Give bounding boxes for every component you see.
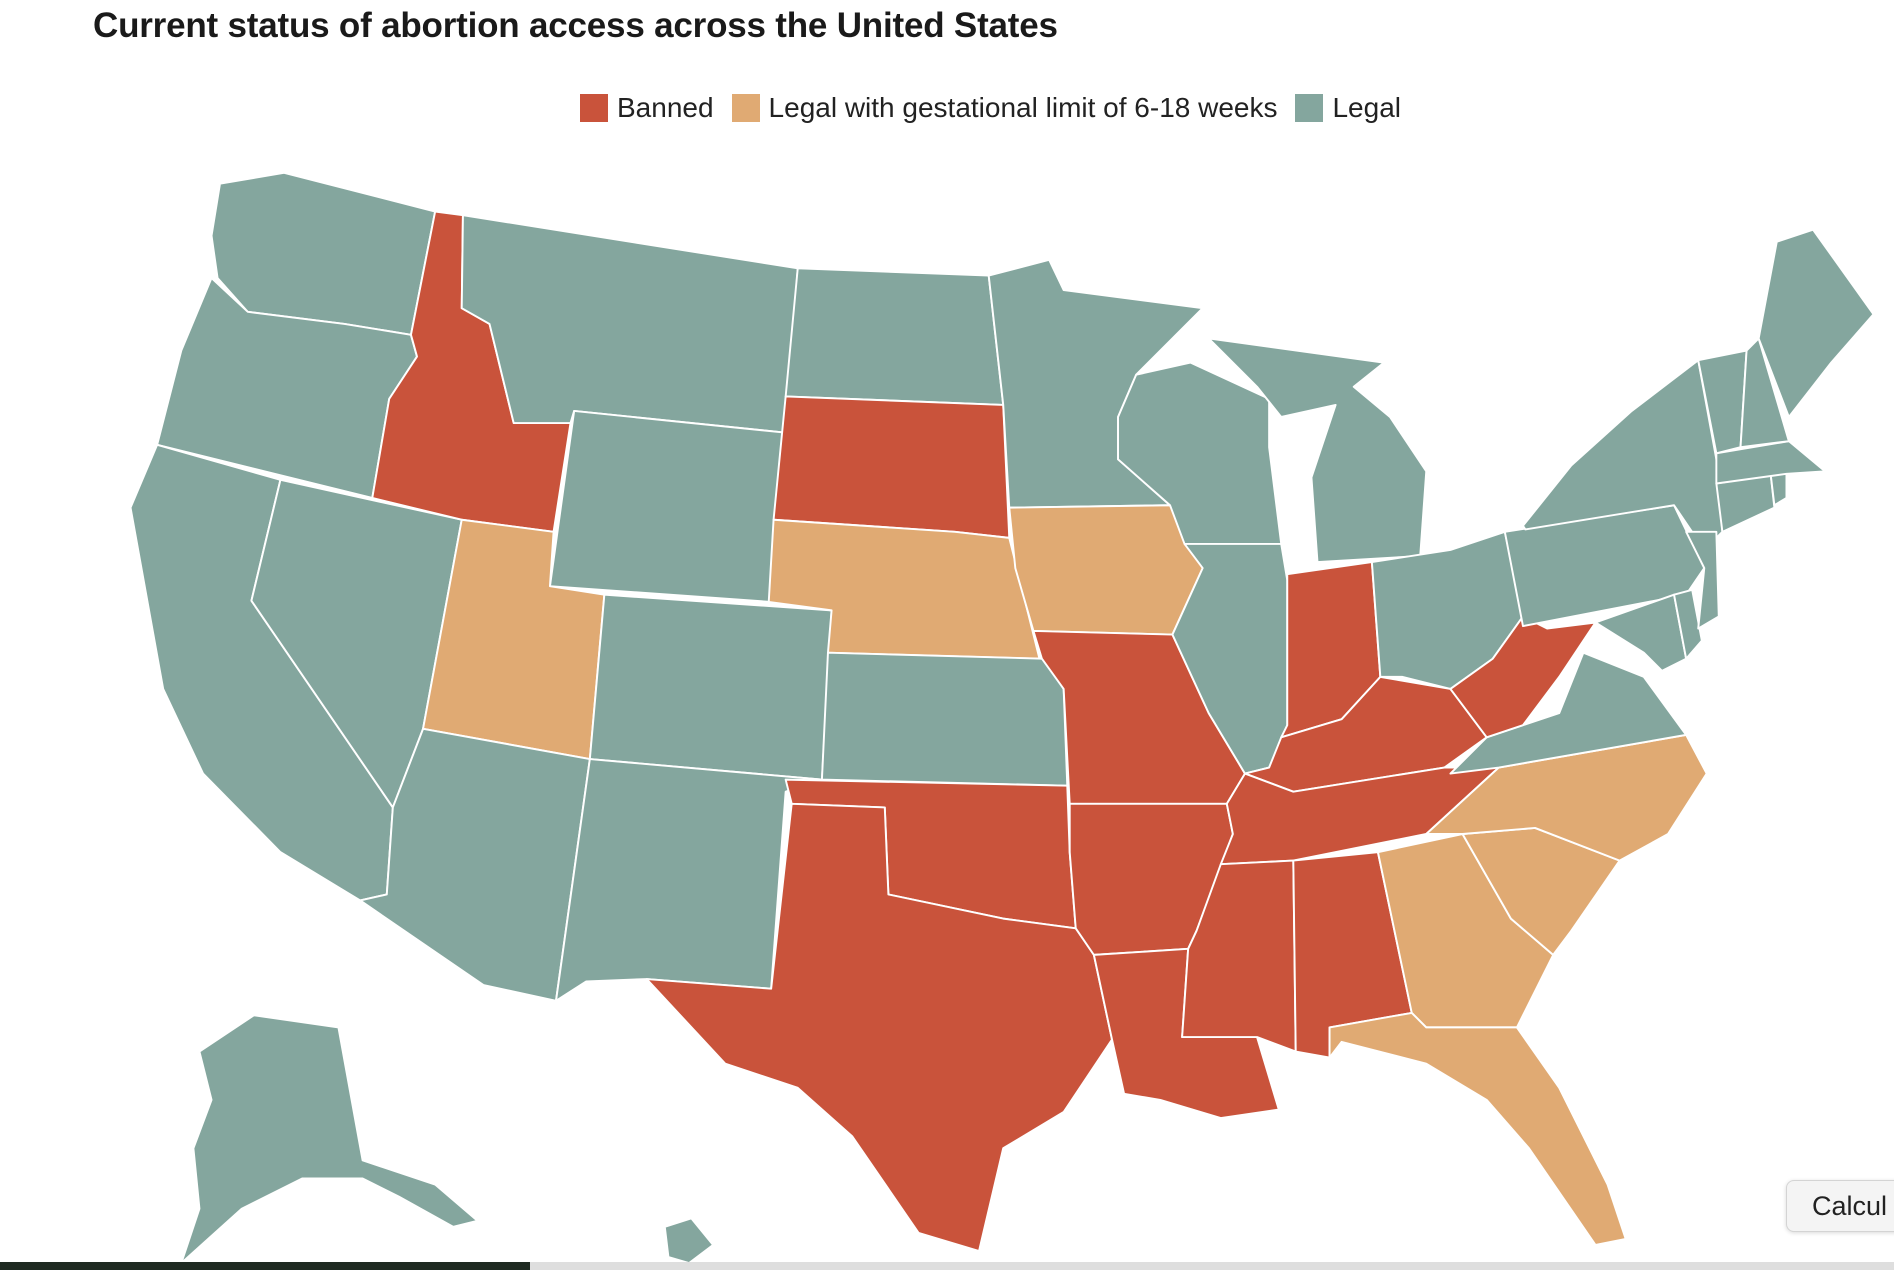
calculator-popup-button[interactable]: Calcul (1786, 1180, 1894, 1232)
state-nd[interactable] (784, 267, 1005, 406)
state-mi[interactable] (1207, 337, 1428, 564)
state-ri[interactable] (1769, 472, 1788, 507)
state-hi[interactable] (663, 1217, 715, 1265)
state-tx[interactable] (645, 802, 1113, 1252)
chart-title: Current status of abortion access across… (93, 6, 1058, 45)
state-ct[interactable] (1715, 474, 1776, 533)
bottom-scrollbar-track (0, 1262, 1894, 1270)
legend-label-banned: Banned (617, 92, 714, 123)
state-sd[interactable] (772, 395, 1011, 539)
state-nh[interactable] (1739, 337, 1790, 449)
state-wy[interactable] (548, 409, 787, 603)
banned-swatch (580, 94, 608, 122)
legend: Banned Legal with gestational limit of 6… (580, 92, 1401, 124)
state-de[interactable] (1673, 588, 1703, 660)
legend-item-legal: Legal (1295, 92, 1401, 124)
state-md[interactable] (1594, 593, 1688, 672)
state-tn[interactable] (1219, 766, 1500, 866)
state-co[interactable] (588, 593, 833, 781)
state-fl[interactable] (1328, 1011, 1627, 1246)
bottom-scrollbar-thumb[interactable] (0, 1262, 530, 1270)
legend-item-banned: Banned (580, 92, 714, 124)
legend-label-legal: Legal (1332, 92, 1401, 123)
state-ks[interactable] (820, 651, 1069, 787)
state-ky[interactable] (1243, 675, 1488, 793)
limited-swatch (731, 94, 760, 122)
state-nj[interactable] (1685, 530, 1720, 630)
state-ak[interactable] (180, 1014, 479, 1265)
state-me[interactable] (1757, 228, 1875, 418)
state-ia[interactable] (1008, 504, 1204, 636)
legend-item-limited: Legal with gestational limit of 6-18 wee… (731, 92, 1278, 124)
legal-swatch (1295, 94, 1324, 122)
legend-label-limited: Legal with gestational limit of 6-18 wee… (768, 92, 1278, 123)
state-mt[interactable] (460, 214, 799, 434)
